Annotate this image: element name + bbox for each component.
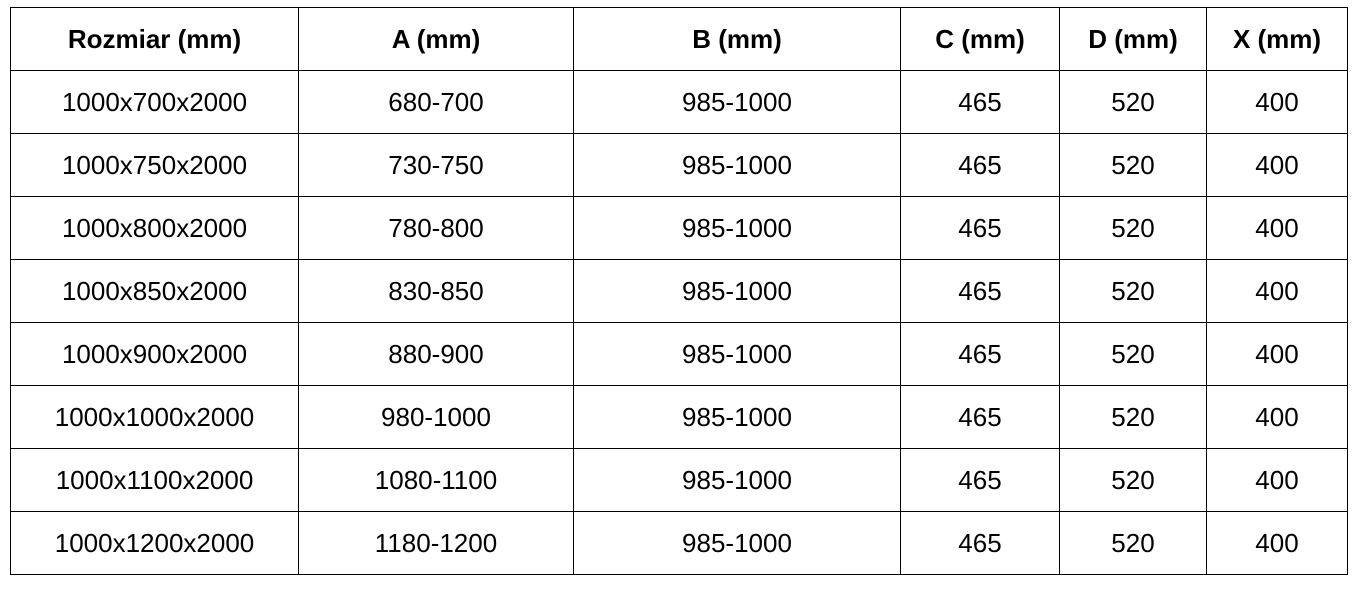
- column-header: B (mm): [573, 7, 901, 71]
- table-cell: 985-1000: [573, 448, 901, 512]
- table-cell: 1000x1000x2000: [10, 385, 299, 449]
- table-row: 1000x1200x2000 1180-1200 985-1000 465 520 400: [10, 511, 1348, 575]
- table-cell: 985-1000: [573, 385, 901, 449]
- table-cell: 465: [900, 259, 1060, 323]
- table-cell: 980-1000: [298, 385, 574, 449]
- table-cell: 985-1000: [573, 70, 901, 134]
- table-cell: 400: [1206, 196, 1348, 260]
- table-cell: 880-900: [298, 322, 574, 386]
- table-cell: 830-850: [298, 259, 574, 323]
- table-cell: 520: [1059, 133, 1207, 197]
- table-cell: 1000x850x2000: [10, 259, 299, 323]
- column-header: D (mm): [1059, 7, 1207, 71]
- table-cell: 520: [1059, 70, 1207, 134]
- table-cell: 985-1000: [573, 322, 901, 386]
- table-cell: 465: [900, 385, 1060, 449]
- table-cell: 520: [1059, 196, 1207, 260]
- table-cell: 400: [1206, 385, 1348, 449]
- table-row: 1000x800x2000 780-800 985-1000 465 520 400: [10, 196, 1348, 260]
- table-row: 1000x1000x2000 980-1000 985-1000 465 520 400: [10, 385, 1348, 449]
- table-cell: 400: [1206, 511, 1348, 575]
- column-header: Rozmiar (mm): [10, 7, 299, 71]
- table-cell: 1000x700x2000: [10, 70, 299, 134]
- table-cell: 985-1000: [573, 133, 901, 197]
- header-row: Rozmiar (mm) A (mm) B (mm) C (mm) D (mm) X (m…: [10, 7, 1348, 71]
- table-row: 1000x1100x2000 1080-1100 985-1000 465 520 400: [10, 448, 1348, 512]
- table-cell: 520: [1059, 448, 1207, 512]
- table-cell: 1000x900x2000: [10, 322, 299, 386]
- column-header: X (mm): [1206, 7, 1348, 71]
- table-cell: 465: [900, 70, 1060, 134]
- table-cell: 400: [1206, 259, 1348, 323]
- table-cell: 520: [1059, 385, 1207, 449]
- table-cell: 520: [1059, 511, 1207, 575]
- table-cell: 985-1000: [573, 259, 901, 323]
- table-cell: 1000x800x2000: [10, 196, 299, 260]
- table-cell: 730-750: [298, 133, 574, 197]
- table-cell: 465: [900, 511, 1060, 575]
- dimensions-table: Rozmiar (mm) A (mm) B (mm) C (mm) D (mm) X (m…: [10, 7, 1348, 575]
- table-cell: 465: [900, 448, 1060, 512]
- table-cell: 400: [1206, 448, 1348, 512]
- table-cell: 465: [900, 322, 1060, 386]
- table-cell: 780-800: [298, 196, 574, 260]
- table-cell: 1180-1200: [298, 511, 574, 575]
- table-row: 1000x750x2000 730-750 985-1000 465 520 400: [10, 133, 1348, 197]
- column-header: A (mm): [298, 7, 574, 71]
- table-cell: 1000x1100x2000: [10, 448, 299, 512]
- table-row: 1000x700x2000 680-700 985-1000 465 520 400: [10, 70, 1348, 134]
- table-cell: 985-1000: [573, 196, 901, 260]
- table-cell: 1000x1200x2000: [10, 511, 299, 575]
- table-cell: 1080-1100: [298, 448, 574, 512]
- table-cell: 465: [900, 133, 1060, 197]
- column-header: C (mm): [900, 7, 1060, 71]
- table-cell: 400: [1206, 133, 1348, 197]
- table-cell: 520: [1059, 322, 1207, 386]
- table-cell: 520: [1059, 259, 1207, 323]
- table-cell: 680-700: [298, 70, 574, 134]
- table-cell: 400: [1206, 70, 1348, 134]
- table-row: 1000x850x2000 830-850 985-1000 465 520 400: [10, 259, 1348, 323]
- table-row: 1000x900x2000 880-900 985-1000 465 520 400: [10, 322, 1348, 386]
- table-cell: 985-1000: [573, 511, 901, 575]
- table-cell: 465: [900, 196, 1060, 260]
- table-cell: 1000x750x2000: [10, 133, 299, 197]
- table-cell: 400: [1206, 322, 1348, 386]
